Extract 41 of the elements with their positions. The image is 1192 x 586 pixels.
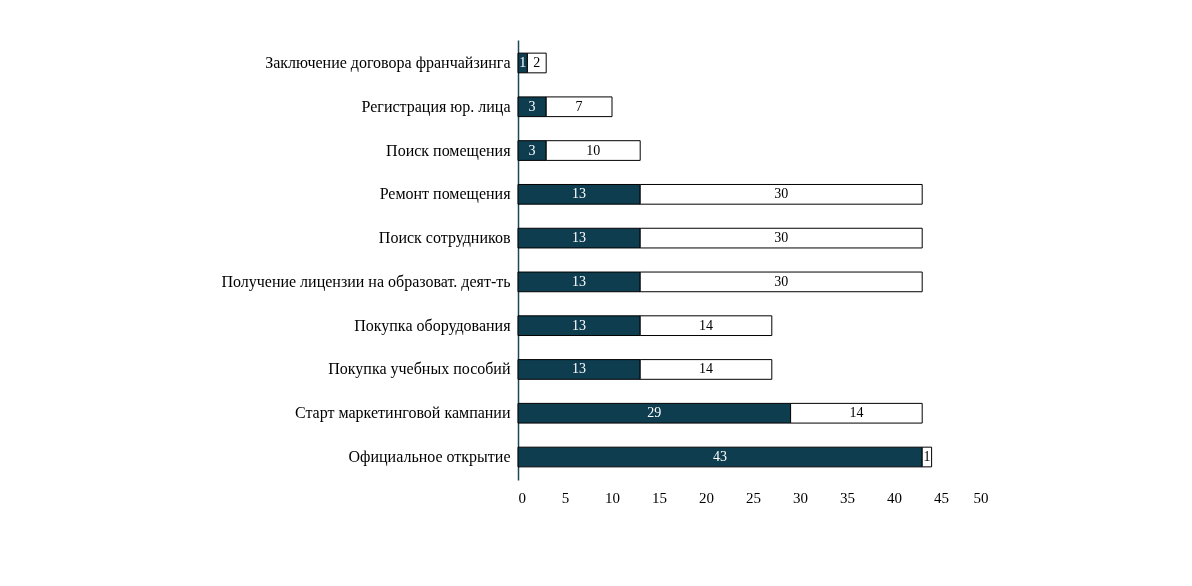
- x-tick-label: 30: [793, 489, 808, 506]
- x-tick-label: 45: [934, 489, 949, 506]
- data-label: 13: [572, 361, 587, 377]
- x-tick-label: 15: [652, 489, 667, 506]
- data-label: 10: [586, 142, 601, 158]
- y-tick-label: Покупка оборудования: [354, 316, 512, 335]
- x-tick-label: 50: [973, 489, 989, 506]
- y-tick-label: Поиск помещения: [386, 141, 512, 160]
- data-label: 13: [572, 186, 587, 202]
- data-label: 30: [774, 230, 789, 246]
- data-label: 7: [575, 98, 583, 114]
- x-tick-label: 35: [840, 489, 855, 506]
- data-label: 14: [699, 317, 713, 333]
- data-label: 30: [774, 186, 789, 202]
- data-label: 3: [528, 98, 536, 114]
- data-label: 1: [519, 54, 527, 70]
- x-tick-label: 0: [518, 489, 526, 506]
- x-tick-label: 10: [605, 489, 620, 506]
- y-tick-label: Покупка учебных пособий: [328, 360, 511, 379]
- y-tick-label: Регистрация юр. лица: [361, 97, 511, 116]
- data-label: 2: [533, 54, 541, 70]
- data-label: 14: [849, 405, 864, 421]
- data-label: 1: [923, 449, 931, 465]
- data-label: 30: [774, 273, 789, 289]
- data-label: 3: [528, 142, 536, 158]
- data-label: 29: [647, 405, 662, 421]
- y-tick-label: Получение лицензии на образоват. деят-ть: [221, 272, 511, 291]
- data-label: 13: [572, 273, 587, 289]
- y-tick-label: Заключение договора франчайзинга: [265, 53, 511, 72]
- y-tick-label: Старт маркетинговой кампании: [294, 404, 511, 423]
- y-tick-label: Ремонт помещения: [379, 185, 512, 204]
- x-tick-label: 25: [746, 489, 761, 506]
- data-label: 13: [572, 230, 587, 246]
- y-tick-label: Поиск сотрудников: [378, 229, 511, 248]
- x-tick-label: 40: [887, 489, 902, 506]
- data-label: 13: [572, 317, 587, 333]
- y-tick-label: Официальное открытие: [348, 448, 511, 467]
- data-label: 14: [699, 361, 713, 377]
- x-tick-label: 5: [561, 489, 570, 506]
- x-tick-label: 20: [699, 489, 714, 506]
- data-label: 43: [713, 449, 728, 465]
